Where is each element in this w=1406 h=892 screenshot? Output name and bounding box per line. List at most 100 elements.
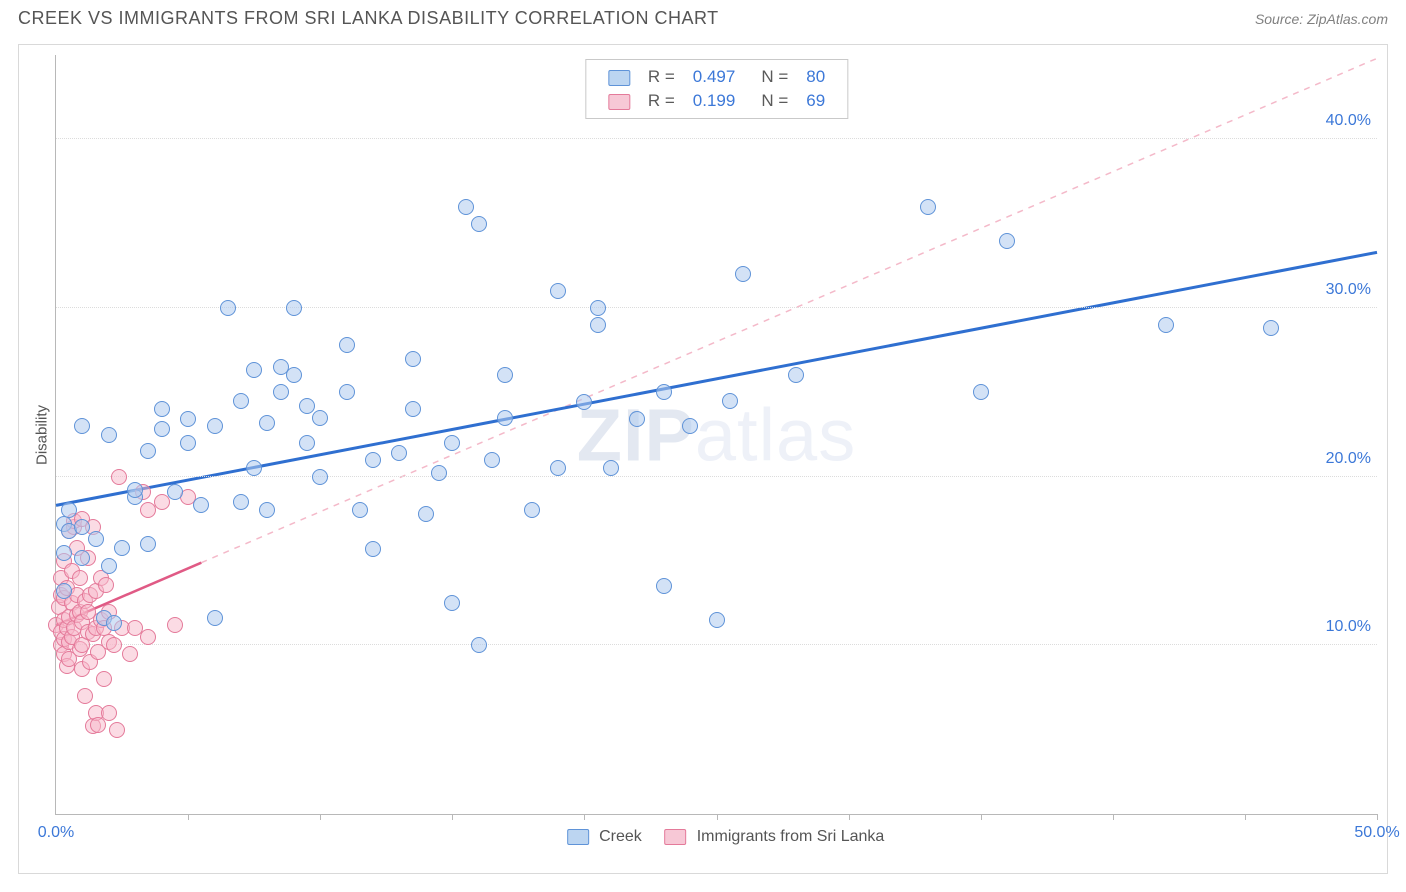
n-value: 69 — [798, 90, 833, 112]
scatter-point-creek — [74, 550, 90, 566]
scatter-point-creek — [418, 506, 434, 522]
scatter-point-creek — [590, 300, 606, 316]
r-value: 0.497 — [685, 66, 744, 88]
scatter-point-creek — [590, 317, 606, 333]
scatter-point-creek — [405, 401, 421, 417]
scatter-point-creek — [114, 540, 130, 556]
scatter-point-creek — [471, 216, 487, 232]
scatter-point-creek — [365, 452, 381, 468]
scatter-point-creek — [391, 445, 407, 461]
watermark: ZIPatlas — [577, 392, 856, 477]
trend-lines-svg — [56, 55, 1377, 814]
scatter-point-creek — [550, 283, 566, 299]
scatter-point-creek — [920, 199, 936, 215]
scatter-point-srilanka — [106, 637, 122, 653]
series-legend: Creek Immigrants from Sri Lanka — [549, 828, 885, 846]
stats-swatch — [608, 70, 630, 86]
stats-legend: R =0.497N =80R =0.199N =69 — [585, 59, 848, 119]
r-prefix: R = — [640, 66, 683, 88]
scatter-point-srilanka — [101, 705, 117, 721]
scatter-point-creek — [312, 410, 328, 426]
chart-container: Disability ZIPatlas R =0.497N =80R =0.19… — [18, 44, 1388, 874]
scatter-point-creek — [207, 418, 223, 434]
legend-label-srilanka: Immigrants from Sri Lanka — [697, 828, 885, 845]
scatter-point-srilanka — [98, 577, 114, 593]
scatter-point-creek — [444, 595, 460, 611]
scatter-point-creek — [709, 612, 725, 628]
scatter-point-creek — [154, 401, 170, 417]
scatter-point-creek — [405, 351, 421, 367]
scatter-point-srilanka — [109, 722, 125, 738]
x-tick — [1113, 814, 1114, 820]
scatter-point-creek — [259, 415, 275, 431]
scatter-point-creek — [154, 421, 170, 437]
scatter-point-creek — [193, 497, 209, 513]
scatter-point-creek — [471, 637, 487, 653]
chart-title: CREEK VS IMMIGRANTS FROM SRI LANKA DISAB… — [18, 8, 719, 29]
scatter-point-creek — [286, 300, 302, 316]
x-tick — [981, 814, 982, 820]
x-tick-label: 50.0% — [1354, 824, 1399, 842]
x-tick — [1377, 814, 1378, 820]
scatter-point-creek — [484, 452, 500, 468]
scatter-point-creek — [233, 494, 249, 510]
gridline-h — [56, 307, 1377, 308]
scatter-point-creek — [352, 502, 368, 518]
gridline-h — [56, 644, 1377, 645]
scatter-point-creek — [273, 384, 289, 400]
n-prefix: N = — [745, 66, 796, 88]
x-tick — [1245, 814, 1246, 820]
scatter-point-creek — [1263, 320, 1279, 336]
scatter-point-srilanka — [96, 671, 112, 687]
scatter-point-creek — [431, 465, 447, 481]
scatter-point-srilanka — [167, 617, 183, 633]
scatter-point-creek — [365, 541, 381, 557]
scatter-point-creek — [656, 384, 672, 400]
legend-label-creek: Creek — [599, 828, 642, 845]
scatter-point-creek — [339, 384, 355, 400]
scatter-point-creek — [299, 435, 315, 451]
x-tick — [452, 814, 453, 820]
scatter-point-creek — [74, 519, 90, 535]
stats-legend-row: R =0.199N =69 — [600, 90, 833, 112]
gridline-h — [56, 138, 1377, 139]
scatter-point-creek — [576, 394, 592, 410]
stats-legend-row: R =0.497N =80 — [600, 66, 833, 88]
scatter-point-creek — [220, 300, 236, 316]
n-value: 80 — [798, 66, 833, 88]
scatter-point-srilanka — [77, 688, 93, 704]
scatter-point-creek — [682, 418, 698, 434]
scatter-point-creek — [140, 536, 156, 552]
x-tick — [320, 814, 321, 820]
x-tick — [188, 814, 189, 820]
scatter-point-creek — [973, 384, 989, 400]
scatter-point-creek — [101, 558, 117, 574]
scatter-point-creek — [788, 367, 804, 383]
scatter-point-creek — [312, 469, 328, 485]
scatter-point-creek — [722, 393, 738, 409]
y-tick-label: 10.0% — [1326, 618, 1371, 636]
scatter-point-srilanka — [111, 469, 127, 485]
scatter-point-creek — [106, 615, 122, 631]
scatter-point-creek — [56, 545, 72, 561]
n-prefix: N = — [745, 90, 796, 112]
x-tick — [584, 814, 585, 820]
scatter-point-srilanka — [140, 629, 156, 645]
scatter-point-creek — [550, 460, 566, 476]
x-tick — [849, 814, 850, 820]
scatter-point-creek — [497, 367, 513, 383]
scatter-point-creek — [167, 484, 183, 500]
scatter-point-creek — [207, 610, 223, 626]
plot-area: Disability ZIPatlas R =0.497N =80R =0.19… — [55, 55, 1377, 815]
scatter-point-creek — [286, 367, 302, 383]
scatter-point-creek — [497, 410, 513, 426]
scatter-point-creek — [629, 411, 645, 427]
scatter-point-srilanka — [72, 570, 88, 586]
scatter-point-creek — [1158, 317, 1174, 333]
scatter-point-creek — [603, 460, 619, 476]
scatter-point-creek — [656, 578, 672, 594]
scatter-point-creek — [56, 583, 72, 599]
scatter-point-creek — [61, 502, 77, 518]
scatter-point-creek — [259, 502, 275, 518]
x-tick-label: 0.0% — [38, 824, 74, 842]
